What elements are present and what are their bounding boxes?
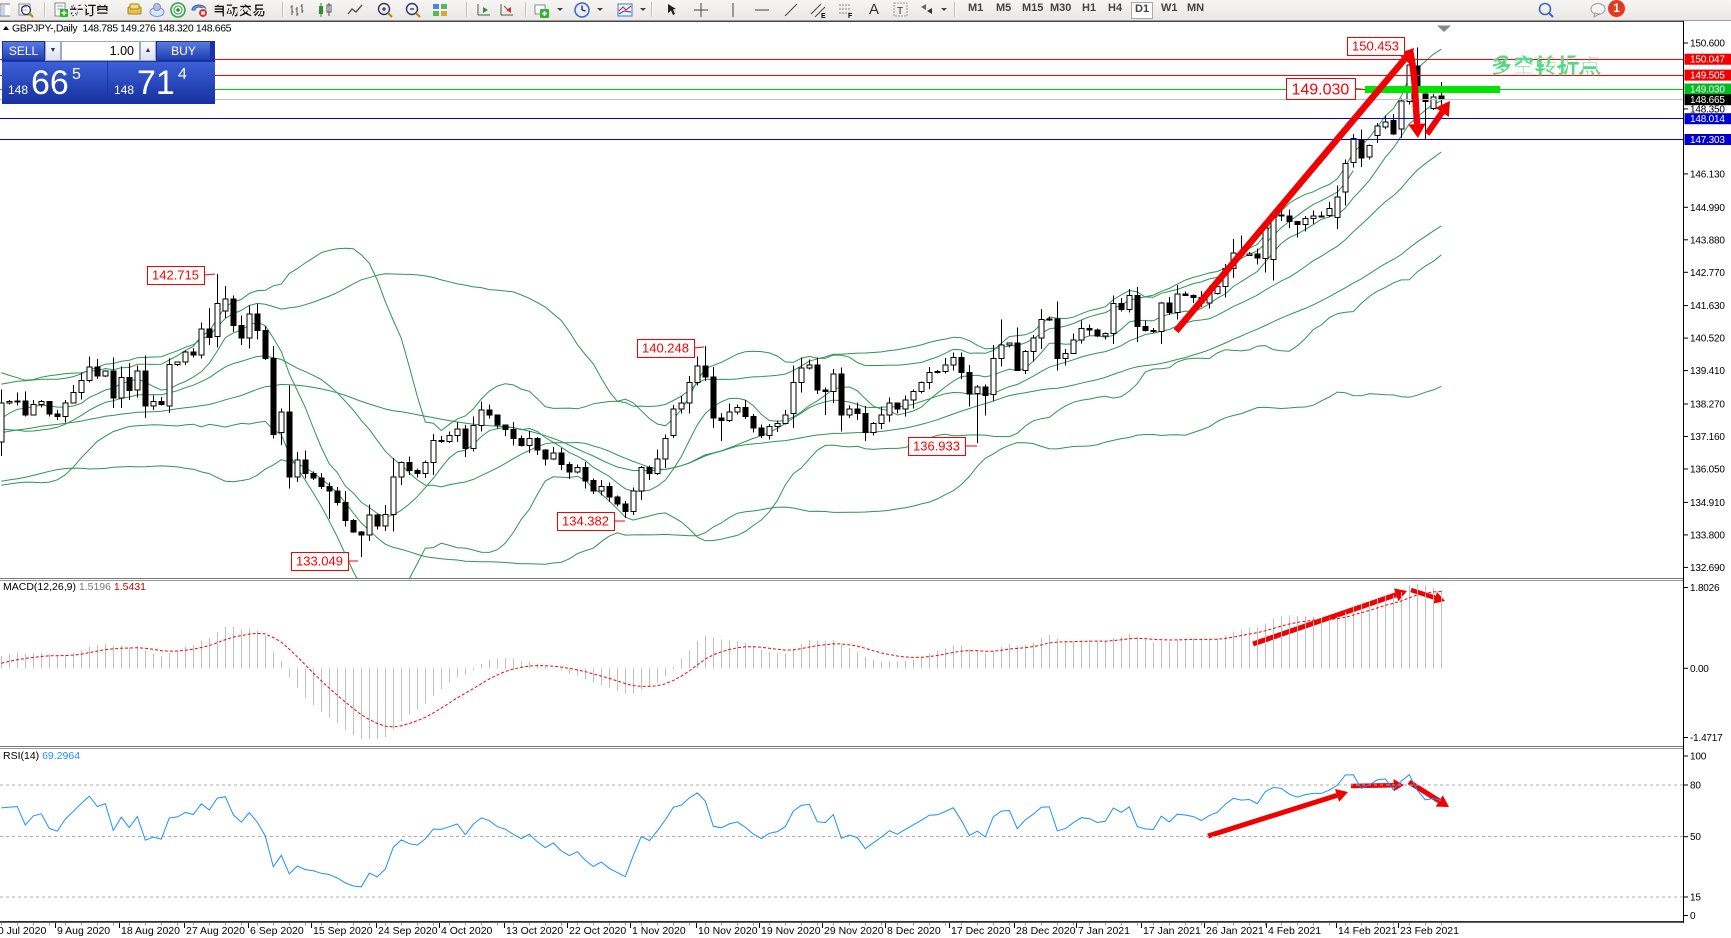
svg-text:149.030: 149.030: [1291, 82, 1349, 99]
svg-text:144.990: 144.990: [1690, 203, 1725, 214]
svg-text:4 Oct 2020: 4 Oct 2020: [441, 925, 493, 937]
svg-text:148.014: 148.014: [1690, 114, 1725, 125]
svg-text:146.130: 146.130: [1690, 169, 1725, 180]
svg-text:148.350: 148.350: [1690, 104, 1725, 115]
svg-text:149.030: 149.030: [1690, 85, 1725, 96]
svg-text:19 Nov 2020: 19 Nov 2020: [761, 925, 821, 937]
svg-text:10 Nov 2020: 10 Nov 2020: [698, 925, 758, 937]
svg-text:1 Nov 2020: 1 Nov 2020: [632, 925, 686, 937]
svg-text:13 Oct 2020: 13 Oct 2020: [506, 925, 563, 937]
svg-text:26 Jan 2021: 26 Jan 2021: [1206, 925, 1264, 937]
svg-text:17 Jan 2021: 17 Jan 2021: [1143, 925, 1201, 937]
svg-text:140.248: 140.248: [642, 341, 689, 356]
svg-text:8 Dec 2020: 8 Dec 2020: [887, 925, 941, 937]
svg-text:-1.4717: -1.4717: [1690, 733, 1723, 744]
svg-text:9 Aug 2020: 9 Aug 2020: [57, 925, 110, 937]
svg-text:150.047: 150.047: [1690, 55, 1725, 66]
svg-text:30 Jul 2020: 30 Jul 2020: [0, 925, 46, 937]
svg-text:150.453: 150.453: [1352, 39, 1399, 54]
svg-text:149.505: 149.505: [1690, 71, 1725, 82]
svg-text:148.665: 148.665: [1690, 95, 1725, 106]
svg-text:50: 50: [1690, 832, 1701, 843]
svg-text:18 Aug 2020: 18 Aug 2020: [121, 925, 180, 937]
svg-text:150.600: 150.600: [1690, 39, 1725, 50]
svg-text:136.933: 136.933: [913, 439, 960, 454]
svg-text:4 Feb 2021: 4 Feb 2021: [1268, 925, 1321, 937]
svg-text:29 Nov 2020: 29 Nov 2020: [824, 925, 884, 937]
svg-text:100: 100: [1690, 752, 1707, 763]
svg-text:E: E: [821, 13, 826, 19]
svg-text:0.00: 0.00: [1690, 664, 1709, 675]
svg-text:28 Dec 2020: 28 Dec 2020: [1016, 925, 1076, 937]
svg-text:6 Sep 2020: 6 Sep 2020: [250, 925, 304, 937]
svg-text:142.770: 142.770: [1690, 268, 1725, 279]
svg-text:136.050: 136.050: [1690, 465, 1725, 476]
svg-text:80: 80: [1690, 781, 1701, 792]
svg-text:139.410: 139.410: [1690, 366, 1725, 377]
svg-text:141.630: 141.630: [1690, 301, 1725, 312]
svg-text:22 Oct 2020: 22 Oct 2020: [569, 925, 626, 937]
svg-text:0: 0: [1690, 911, 1696, 922]
svg-text:137.160: 137.160: [1690, 432, 1725, 443]
svg-text:27 Aug 2020: 27 Aug 2020: [186, 925, 245, 937]
svg-text:143.880: 143.880: [1690, 235, 1725, 246]
svg-text:142.715: 142.715: [152, 268, 199, 283]
svg-text:133.049: 133.049: [296, 554, 343, 569]
svg-text:7 Jan 2021: 7 Jan 2021: [1078, 925, 1130, 937]
svg-text:134.382: 134.382: [562, 514, 609, 529]
svg-text:MACD(12,26,9) 1.5196 1.5431: MACD(12,26,9) 1.5196 1.5431: [3, 581, 146, 593]
svg-text:138.270: 138.270: [1690, 400, 1725, 411]
svg-text:RSI(14) 69.2964: RSI(14) 69.2964: [3, 750, 80, 762]
svg-text:17 Dec 2020: 17 Dec 2020: [951, 925, 1011, 937]
svg-text:147.303: 147.303: [1690, 135, 1725, 146]
svg-text:24 Sep 2020: 24 Sep 2020: [378, 925, 438, 937]
svg-text:14 Feb 2021: 14 Feb 2021: [1338, 925, 1397, 937]
svg-text:132.690: 132.690: [1690, 563, 1725, 574]
svg-text:133.800: 133.800: [1690, 530, 1725, 541]
svg-text:134.910: 134.910: [1690, 498, 1725, 509]
svg-text:F: F: [848, 13, 853, 19]
svg-text:15: 15: [1690, 893, 1701, 904]
svg-text:23 Feb 2021: 23 Feb 2021: [1400, 925, 1459, 937]
svg-text:1.8026: 1.8026: [1690, 583, 1720, 594]
svg-text:T: T: [897, 6, 903, 17]
svg-text:140.520: 140.520: [1690, 334, 1725, 345]
svg-text:15 Sep 2020: 15 Sep 2020: [313, 925, 373, 937]
svg-text:GBPJPY-,Daily 148.785 149.276: GBPJPY-,Daily 148.785 149.276 148.320 14…: [12, 23, 232, 35]
